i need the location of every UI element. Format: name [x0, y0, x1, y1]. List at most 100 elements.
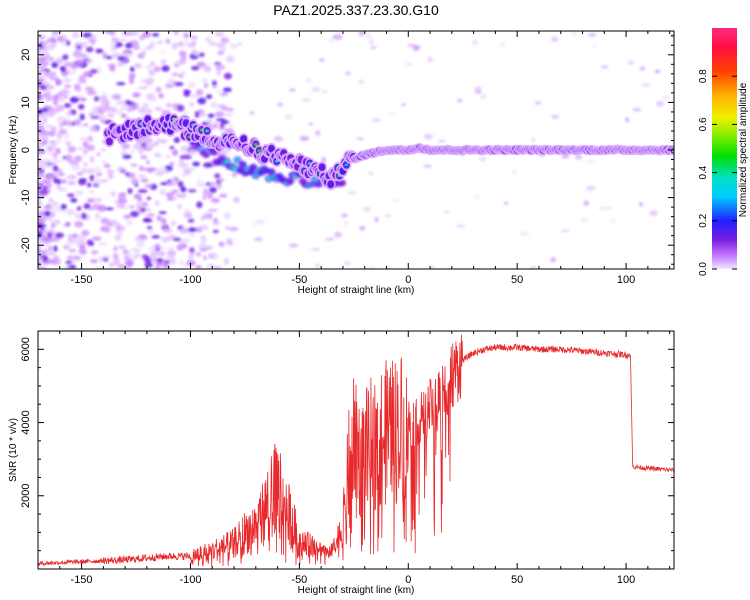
x-tick-label: 0 — [405, 574, 411, 586]
noise-blob — [141, 254, 149, 260]
ridge-core — [205, 129, 210, 133]
ridge-core — [310, 181, 316, 186]
noise-blob — [202, 193, 207, 201]
noise-blob — [284, 114, 293, 120]
noise-blob — [227, 107, 234, 112]
noise-blob — [656, 101, 664, 107]
noise-blob — [145, 108, 153, 115]
noise-blob — [120, 104, 130, 111]
noise-blob — [273, 135, 284, 142]
colorbar-tick-label: 0.2 — [698, 213, 709, 227]
noise-blob — [137, 108, 145, 113]
noise-blob — [157, 166, 167, 172]
noise-blob — [79, 52, 88, 59]
y-tick-label: 10 — [20, 96, 32, 108]
noise-blob — [56, 116, 67, 123]
noise-blob — [101, 99, 111, 105]
noise-blob — [38, 231, 43, 238]
noise-blob — [195, 252, 202, 257]
noise-blob — [661, 95, 670, 100]
noise-blob — [178, 159, 185, 167]
noise-blob — [65, 140, 72, 147]
ridge-blob — [267, 168, 276, 176]
noise-blob — [90, 241, 95, 246]
noise-blob — [173, 63, 181, 68]
y-tick-label: -20 — [20, 237, 32, 253]
noise-blob — [213, 217, 219, 224]
noise-blob — [129, 31, 139, 36]
noise-blob — [182, 173, 187, 177]
noise-blob — [155, 86, 162, 93]
noise-blob — [438, 140, 446, 143]
noise-blob — [149, 61, 156, 67]
noise-blob — [87, 198, 95, 203]
noise-blob — [198, 242, 206, 248]
noise-blob — [362, 206, 372, 212]
noise-blob — [116, 167, 127, 171]
noise-blob — [531, 136, 536, 143]
noise-blob — [372, 118, 381, 122]
noise-blob — [177, 203, 182, 210]
noise-blob — [213, 122, 219, 129]
noise-blob — [122, 154, 132, 159]
noise-blob — [172, 237, 182, 242]
noise-blob — [198, 52, 205, 57]
noise-blob — [125, 42, 133, 49]
noise-blob — [177, 180, 184, 188]
noise-blob — [190, 167, 195, 171]
noise-blob — [654, 69, 661, 74]
noise-blob — [90, 33, 97, 39]
noise-blob — [365, 32, 372, 39]
noise-blob — [571, 32, 577, 35]
noise-blob — [223, 212, 231, 220]
noise-blob — [220, 193, 228, 198]
noise-blob — [200, 234, 206, 241]
noise-blob — [138, 85, 149, 90]
noise-blob — [225, 55, 235, 63]
noise-blob — [129, 205, 134, 209]
ridge-blob — [285, 177, 294, 185]
noise-blob — [108, 262, 116, 267]
noise-blob — [171, 42, 178, 49]
noise-blob — [42, 235, 50, 241]
noise-blob — [153, 142, 159, 146]
noise-blob — [149, 71, 156, 76]
snr-trace — [38, 334, 674, 567]
noise-blob — [216, 69, 221, 76]
noise-blob — [225, 238, 233, 245]
noise-blob — [104, 31, 113, 34]
noise-blob — [131, 256, 139, 260]
noise-blob — [325, 237, 335, 241]
noise-blob — [388, 112, 395, 115]
noise-blob — [89, 259, 98, 264]
noise-blob — [160, 236, 171, 243]
noise-blob — [140, 154, 148, 160]
noise-blob — [160, 50, 166, 55]
noise-blob — [48, 245, 53, 252]
noise-blob — [102, 227, 109, 233]
noise-blob — [150, 40, 156, 45]
noise-blob — [145, 159, 150, 165]
noise-blob — [66, 176, 74, 180]
noise-blob — [89, 174, 95, 182]
noise-blob — [83, 123, 89, 127]
noise-blob — [228, 122, 234, 128]
noise-blob — [78, 248, 87, 255]
noise-blob — [38, 209, 44, 214]
noise-blob — [96, 152, 101, 157]
noise-blob — [221, 39, 230, 44]
noise-blob — [474, 91, 482, 94]
noise-blob — [97, 204, 107, 212]
noise-blob — [148, 94, 157, 102]
noise-blob — [423, 133, 433, 140]
noise-blob — [129, 210, 139, 218]
noise-blob — [63, 78, 72, 83]
noise-blob — [472, 39, 479, 46]
noise-blob — [67, 181, 76, 186]
noise-blob — [140, 78, 146, 84]
colorbar-gradient — [712, 28, 737, 269]
noise-blob — [158, 211, 167, 215]
noise-blob — [183, 39, 189, 46]
noise-blob — [209, 101, 219, 109]
noise-blob — [172, 149, 179, 157]
